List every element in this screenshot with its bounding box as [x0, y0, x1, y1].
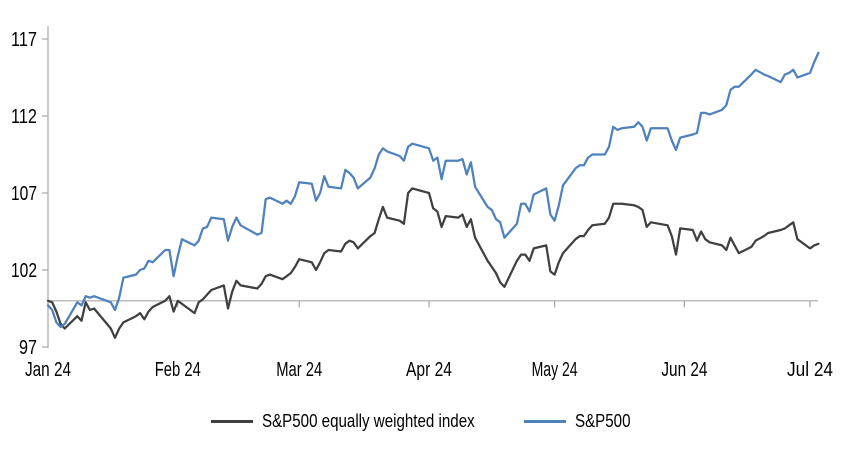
y-tick-label: 102	[11, 260, 37, 282]
x-tick-label: Apr 24	[406, 359, 452, 381]
legend-item-sp500: S&P500	[523, 411, 641, 432]
y-tick-label: 97	[19, 337, 37, 359]
sp500-line	[46, 51, 820, 329]
sp500-line-swatch	[523, 420, 566, 423]
chart-legend: S&P500 equally weighted index S&P500	[0, 411, 852, 432]
x-tick-label: Jan 24	[25, 359, 71, 381]
x-tick-label: Jun 24	[661, 359, 707, 381]
y-tick-label: 112	[11, 106, 37, 128]
x-tick-label: Jul 24	[787, 359, 833, 381]
x-tick-label: May 24	[532, 359, 578, 381]
x-tick-label: Mar 24	[276, 359, 322, 381]
y-tick-label: 107	[11, 183, 37, 205]
equal-weight-line-swatch	[211, 420, 254, 423]
sp500-equal-weight-line	[46, 187, 820, 339]
legend-item-equal-weight: S&P500 equally weighted index	[211, 411, 515, 432]
y-tick-label: 117	[11, 29, 37, 51]
legend-label-equal-weight: S&P500 equally weighted index	[262, 411, 476, 431]
x-tick-label: Feb 24	[155, 359, 201, 381]
legend-label-sp500: S&P500	[574, 411, 631, 431]
